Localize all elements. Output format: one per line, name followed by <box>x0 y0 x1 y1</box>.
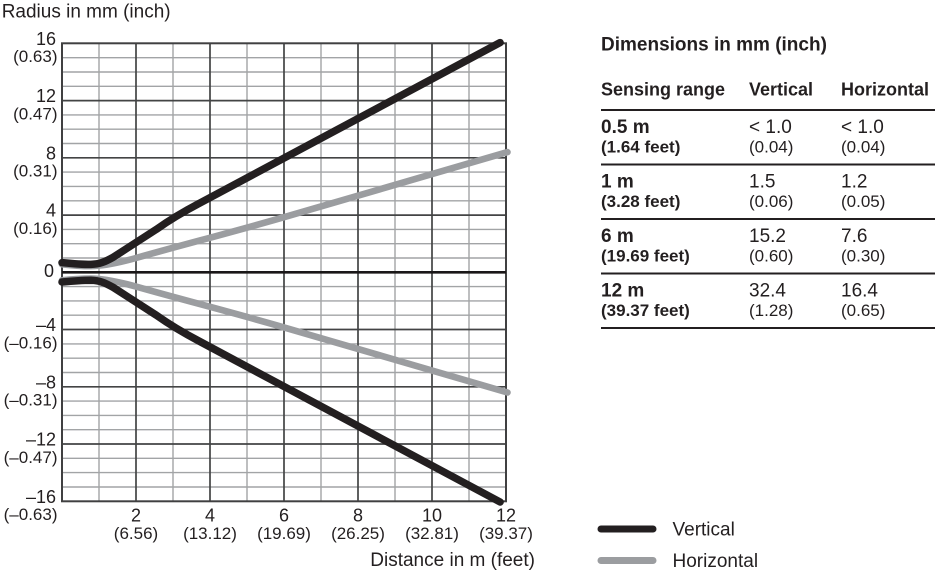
svg-text:Distance in m (feet): Distance in m (feet) <box>370 550 535 571</box>
svg-text:(0.05): (0.05) <box>841 192 885 211</box>
svg-text:(1.28): (1.28) <box>749 301 793 320</box>
svg-text:32.4: 32.4 <box>749 281 786 302</box>
svg-text:(13.12): (13.12) <box>183 524 237 543</box>
svg-text:12: 12 <box>36 86 56 106</box>
svg-text:6: 6 <box>279 506 289 526</box>
svg-text:Vertical: Vertical <box>749 80 813 100</box>
svg-text:(–0.47): (–0.47) <box>4 448 58 467</box>
svg-text:(0.30): (0.30) <box>841 247 885 266</box>
svg-text:(0.31): (0.31) <box>13 162 57 181</box>
svg-text:(–0.63): (–0.63) <box>4 505 58 524</box>
svg-text:–16: –16 <box>26 487 56 507</box>
svg-text:Dimensions in mm (inch): Dimensions in mm (inch) <box>601 35 827 56</box>
svg-text:16.4: 16.4 <box>841 281 878 302</box>
svg-text:(0.63): (0.63) <box>13 47 57 66</box>
svg-text:10: 10 <box>422 506 442 526</box>
svg-text:(–0.16): (–0.16) <box>4 333 58 352</box>
svg-text:16: 16 <box>36 29 56 49</box>
svg-text:4: 4 <box>205 506 215 526</box>
svg-text:8: 8 <box>46 143 56 163</box>
svg-text:12 m: 12 m <box>601 281 644 302</box>
svg-text:(19.69 feet): (19.69 feet) <box>601 247 690 266</box>
svg-text:–12: –12 <box>26 430 56 450</box>
svg-text:(0.47): (0.47) <box>13 104 57 123</box>
svg-text:< 1.0: < 1.0 <box>841 117 884 138</box>
svg-text:6 m: 6 m <box>601 226 634 247</box>
svg-text:8: 8 <box>353 506 363 526</box>
svg-text:15.2: 15.2 <box>749 226 786 247</box>
svg-text:1 m: 1 m <box>601 172 634 193</box>
svg-text:(26.25): (26.25) <box>331 524 385 543</box>
svg-text:(0.60): (0.60) <box>749 247 793 266</box>
svg-text:Horizontal: Horizontal <box>841 80 929 100</box>
svg-text:Sensing range: Sensing range <box>601 80 725 100</box>
svg-text:Horizontal: Horizontal <box>673 551 759 572</box>
svg-text:Vertical: Vertical <box>673 520 735 541</box>
svg-text:–8: –8 <box>36 372 56 392</box>
svg-text:Radius in mm (inch): Radius in mm (inch) <box>2 2 171 23</box>
svg-text:(0.04): (0.04) <box>749 138 793 157</box>
svg-text:1.2: 1.2 <box>841 172 867 193</box>
svg-text:12: 12 <box>496 506 516 526</box>
svg-text:(3.28 feet): (3.28 feet) <box>601 192 680 211</box>
svg-text:4: 4 <box>46 201 56 221</box>
svg-text:< 1.0: < 1.0 <box>749 117 792 138</box>
svg-text:(0.65): (0.65) <box>841 301 885 320</box>
svg-text:(19.69): (19.69) <box>257 524 311 543</box>
svg-text:(32.81): (32.81) <box>405 524 459 543</box>
svg-text:(6.56): (6.56) <box>114 524 158 543</box>
svg-text:2: 2 <box>131 506 141 526</box>
svg-text:(39.37): (39.37) <box>479 524 533 543</box>
svg-text:0.5 m: 0.5 m <box>601 117 650 138</box>
svg-text:(0.06): (0.06) <box>749 192 793 211</box>
svg-text:(0.04): (0.04) <box>841 138 885 157</box>
svg-text:(0.16): (0.16) <box>13 219 57 238</box>
svg-text:7.6: 7.6 <box>841 226 867 247</box>
svg-text:(1.64 feet): (1.64 feet) <box>601 138 680 157</box>
svg-text:(39.37 feet): (39.37 feet) <box>601 301 690 320</box>
svg-text:1.5: 1.5 <box>749 172 775 193</box>
svg-text:0: 0 <box>44 261 54 281</box>
svg-text:–4: –4 <box>36 315 56 335</box>
svg-text:(–0.31): (–0.31) <box>4 391 58 410</box>
